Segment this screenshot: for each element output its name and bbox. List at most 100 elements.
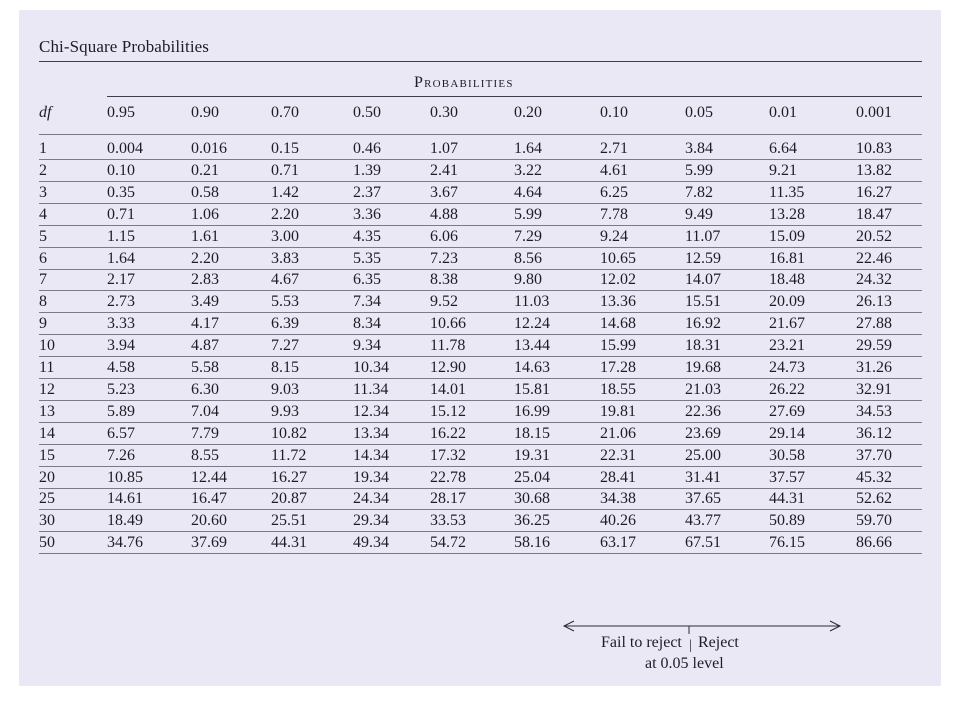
critical-value-cell: 27.69 xyxy=(769,403,805,420)
probabilities-header: Probabilities xyxy=(414,74,514,91)
critical-value-cell: 3.67 xyxy=(430,184,458,201)
critical-value-cell: 34.53 xyxy=(856,403,892,420)
critical-value-cell: 2.37 xyxy=(353,184,381,201)
critical-value-cell: 0.71 xyxy=(107,206,135,223)
row-rule xyxy=(39,422,922,423)
df-cell: 2 xyxy=(39,162,47,179)
probability-column-header: 0.20 xyxy=(514,104,542,121)
critical-value-cell: 24.34 xyxy=(353,490,389,507)
critical-value-cell: 17.28 xyxy=(600,359,636,376)
probability-column-header: 0.30 xyxy=(430,104,458,121)
critical-value-cell: 25.04 xyxy=(514,469,550,486)
critical-value-cell: 17.32 xyxy=(430,447,466,464)
critical-value-cell: 25.00 xyxy=(685,447,721,464)
critical-value-cell: 20.87 xyxy=(271,490,307,507)
critical-value-cell: 9.80 xyxy=(514,271,542,288)
row-rule xyxy=(39,159,922,160)
critical-value-cell: 9.93 xyxy=(271,403,299,420)
critical-value-cell: 16.92 xyxy=(685,315,721,332)
critical-value-cell: 15.99 xyxy=(600,337,636,354)
critical-value-cell: 5.99 xyxy=(685,162,713,179)
critical-value-cell: 34.38 xyxy=(600,490,636,507)
critical-value-cell: 22.31 xyxy=(600,447,636,464)
df-cell: 3 xyxy=(39,184,47,201)
critical-value-cell: 20.09 xyxy=(769,293,805,310)
row-rule xyxy=(39,290,922,291)
critical-value-cell: 16.47 xyxy=(191,490,227,507)
critical-value-cell: 2.83 xyxy=(191,271,219,288)
row-rule xyxy=(39,225,922,226)
critical-value-cell: 10.82 xyxy=(271,425,307,442)
critical-value-cell: 2.71 xyxy=(600,140,628,157)
critical-value-cell: 0.58 xyxy=(191,184,219,201)
row-rule xyxy=(39,247,922,248)
critical-value-cell: 6.35 xyxy=(353,271,381,288)
divider-mark: | xyxy=(689,638,692,653)
critical-value-cell: 0.35 xyxy=(107,184,135,201)
critical-value-cell: 0.004 xyxy=(107,140,143,157)
critical-value-cell: 4.87 xyxy=(191,337,219,354)
critical-value-cell: 10.65 xyxy=(600,250,636,267)
critical-value-cell: 7.26 xyxy=(107,447,135,464)
critical-value-cell: 67.51 xyxy=(685,534,721,551)
critical-value-cell: 29.34 xyxy=(353,512,389,529)
probabilities-rule xyxy=(107,96,922,97)
critical-value-cell: 43.77 xyxy=(685,512,721,529)
df-cell: 8 xyxy=(39,293,47,310)
critical-value-cell: 9.03 xyxy=(271,381,299,398)
critical-value-cell: 2.20 xyxy=(271,206,299,223)
critical-value-cell: 58.16 xyxy=(514,534,550,551)
critical-value-cell: 16.27 xyxy=(856,184,892,201)
critical-value-cell: 2.17 xyxy=(107,271,135,288)
critical-value-cell: 7.79 xyxy=(191,425,219,442)
critical-value-cell: 31.41 xyxy=(685,469,721,486)
probability-column-header: 0.001 xyxy=(856,104,892,121)
critical-value-cell: 2.20 xyxy=(191,250,219,267)
critical-value-cell: 0.016 xyxy=(191,140,227,157)
critical-value-cell: 19.31 xyxy=(514,447,550,464)
row-rule xyxy=(39,312,922,313)
critical-value-cell: 4.35 xyxy=(353,228,381,245)
critical-value-cell: 5.99 xyxy=(514,206,542,223)
critical-value-cell: 15.51 xyxy=(685,293,721,310)
critical-value-cell: 13.34 xyxy=(353,425,389,442)
critical-value-cell: 9.24 xyxy=(600,228,628,245)
critical-value-cell: 14.63 xyxy=(514,359,550,376)
critical-value-cell: 63.17 xyxy=(600,534,636,551)
df-cell: 25 xyxy=(39,490,55,507)
critical-value-cell: 1.64 xyxy=(107,250,135,267)
critical-value-cell: 4.64 xyxy=(514,184,542,201)
critical-value-cell: 37.65 xyxy=(685,490,721,507)
critical-value-cell: 10.85 xyxy=(107,469,143,486)
critical-value-cell: 29.14 xyxy=(769,425,805,442)
critical-value-cell: 9.34 xyxy=(353,337,381,354)
critical-value-cell: 18.49 xyxy=(107,512,143,529)
critical-value-cell: 44.31 xyxy=(271,534,307,551)
critical-value-cell: 3.22 xyxy=(514,162,542,179)
critical-value-cell: 8.34 xyxy=(353,315,381,332)
critical-value-cell: 8.15 xyxy=(271,359,299,376)
critical-value-cell: 1.06 xyxy=(191,206,219,223)
critical-value-cell: 11.03 xyxy=(514,293,550,310)
critical-value-cell: 3.36 xyxy=(353,206,381,223)
critical-value-cell: 5.89 xyxy=(107,403,135,420)
critical-value-cell: 44.31 xyxy=(769,490,805,507)
df-cell: 15 xyxy=(39,447,55,464)
critical-value-cell: 4.58 xyxy=(107,359,135,376)
critical-value-cell: 18.31 xyxy=(685,337,721,354)
df-cell: 13 xyxy=(39,403,55,420)
row-rule xyxy=(39,269,922,270)
row-rule xyxy=(39,509,922,510)
critical-value-cell: 33.53 xyxy=(430,512,466,529)
row-rule xyxy=(39,181,922,182)
critical-value-cell: 1.39 xyxy=(353,162,381,179)
critical-value-cell: 24.32 xyxy=(856,271,892,288)
df-cell: 20 xyxy=(39,469,55,486)
critical-value-cell: 31.26 xyxy=(856,359,892,376)
critical-value-cell: 8.55 xyxy=(191,447,219,464)
critical-value-cell: 21.67 xyxy=(769,315,805,332)
critical-value-cell: 30.68 xyxy=(514,490,550,507)
critical-value-cell: 7.34 xyxy=(353,293,381,310)
critical-value-cell: 9.52 xyxy=(430,293,458,310)
critical-value-cell: 1.42 xyxy=(271,184,299,201)
